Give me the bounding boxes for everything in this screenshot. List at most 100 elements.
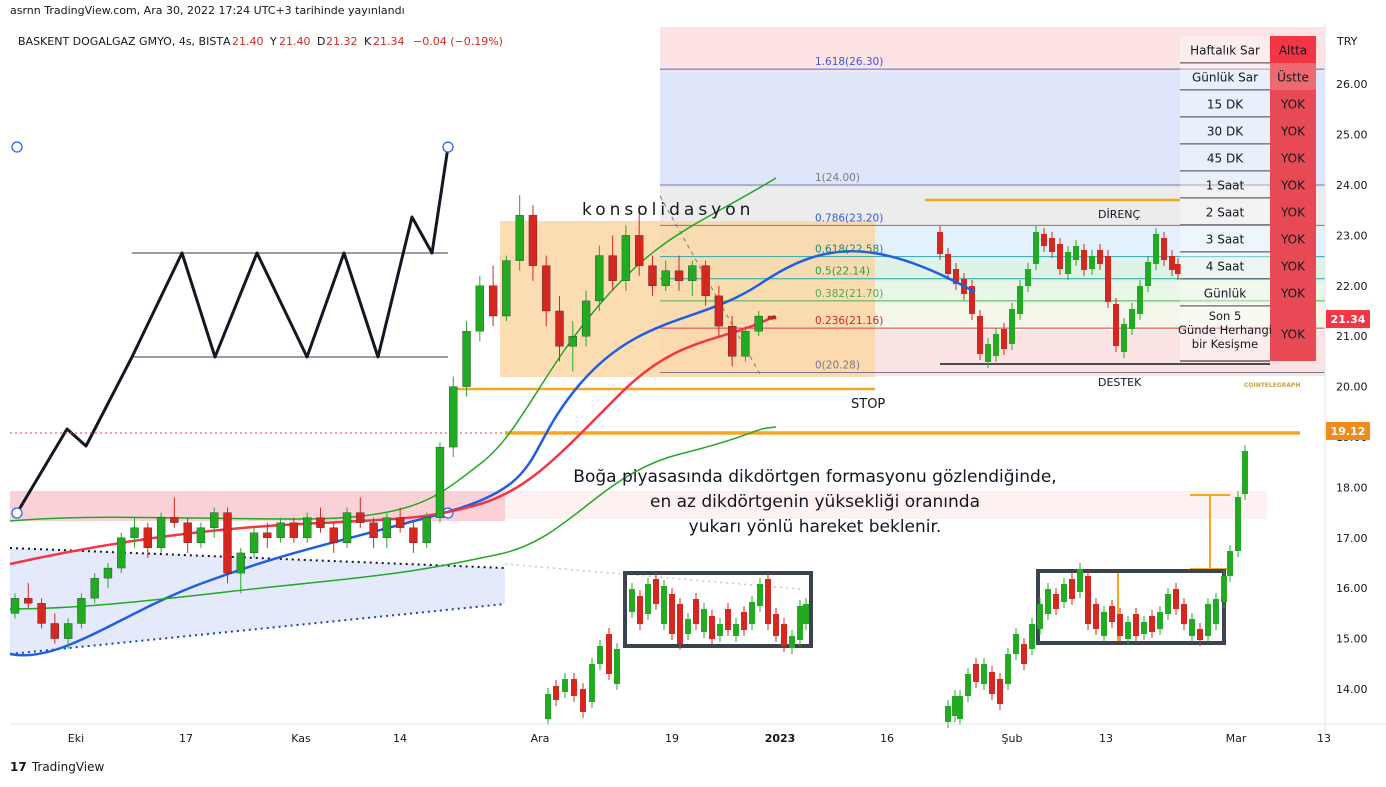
resistance-label: DİRENÇ [1098, 208, 1141, 221]
example-2-candle-10-body [1037, 604, 1043, 629]
example-1-candle-6-body [677, 604, 683, 644]
triangle-ext [504, 563, 801, 590]
table-label-cell-0 [1180, 36, 1270, 63]
range-candle-22-body [1113, 304, 1119, 346]
candle-24 [329, 527, 338, 543]
candle-40 [542, 265, 551, 312]
fib-label-0: 1.618(26.30) [815, 56, 883, 68]
candle-50 [674, 270, 684, 281]
candle-44 [595, 255, 604, 302]
candle-45 [608, 255, 617, 281]
example-2-candle-7-body [1013, 634, 1019, 654]
example-1-candle-1-body [637, 596, 643, 624]
time-tick-10: Mar [1226, 732, 1247, 745]
time-tick-2: Kas [291, 732, 311, 745]
table-value-cell-5 [1270, 171, 1316, 198]
range-candle-5-body [977, 316, 983, 354]
example-2-candle-33-body [1221, 576, 1227, 602]
range-candle-26-body [1145, 262, 1151, 286]
example-2-candle-11-body [1045, 589, 1051, 614]
example-1-candle-4-body [661, 586, 667, 624]
table-label-cell-2 [1180, 90, 1270, 117]
range-candle-16-body [1065, 252, 1071, 274]
candle-23 [316, 517, 325, 528]
price-tick-1: 15.00 [1336, 633, 1368, 646]
range-candle-1-body [945, 254, 951, 274]
table-value-8: YOK [1280, 260, 1306, 274]
time-tick-3: 14 [393, 732, 407, 745]
table-label-7: 3 Saat [1206, 233, 1245, 247]
table-label-cell-5 [1180, 171, 1270, 198]
candle-47 [635, 235, 644, 266]
price-tick-2: 16.00 [1336, 582, 1368, 595]
table-value-cell-1 [1270, 63, 1316, 90]
table-label-10-line-1: Günde Herhangi [1178, 323, 1272, 337]
example-1-candle-16-body [757, 584, 763, 606]
time-axis[interactable]: Eki 17 Kas 14 Ara 19 2023 16 Şub 13 Mar 13 [10, 723, 1386, 745]
example-2-candle-23-body [1141, 622, 1147, 634]
price-tick-10: 24.00 [1336, 179, 1368, 192]
example-1-candle-22-body [803, 604, 809, 624]
example-1-candle-10-body [709, 616, 715, 639]
time-tick-8: Şub [1002, 732, 1023, 745]
table-value-cell-6 [1270, 198, 1316, 225]
candle-35 [475, 285, 484, 332]
example-1-candle-11-body [717, 624, 723, 636]
fib-label-2: 0.786(23.20) [815, 212, 883, 224]
example-2-candle-2-body [973, 664, 979, 682]
price-chart[interactable]: 1.618(26.30) 1(24.00) 0.786(23.20) 0.618(22… [0, 24, 1386, 758]
range-candle-27-body [1153, 234, 1159, 264]
range-candle-17-body [1073, 246, 1079, 260]
range-candle-7-body [993, 334, 999, 356]
table-label-cell-8 [1180, 252, 1270, 279]
range-candle-28-body [1161, 238, 1167, 260]
time-tick-9: 13 [1099, 732, 1113, 745]
table-value-cell-3 [1270, 117, 1316, 144]
example-1-lead-2-body [562, 679, 568, 692]
candle-56 [754, 315, 763, 332]
example-2-candle-13-body [1061, 584, 1067, 602]
candle-57 [767, 315, 777, 320]
triangle-upper [9, 547, 506, 569]
example-1-candle-13-body [733, 624, 739, 636]
candle-53 [714, 295, 724, 327]
example-2-candle-32-body [1213, 599, 1219, 624]
candle-32 [435, 446, 445, 518]
candle-25 [342, 512, 352, 543]
example-1-candle-0-body [629, 589, 635, 612]
candle-54 [728, 325, 737, 357]
table-label-10-line-2: bir Kesişme [1192, 337, 1258, 351]
line-price-label: 19.12 [1331, 425, 1366, 438]
table-value-cell-0 [1270, 36, 1316, 63]
table-value-cell-2 [1270, 90, 1316, 117]
candle-33 [449, 386, 458, 448]
stop-label: STOP [851, 397, 885, 412]
table-label-5: 1 Saat [1206, 179, 1245, 193]
example-1-candle-19-body [781, 624, 787, 646]
table-label-cell-10 [1180, 306, 1270, 361]
example-2-candle-31-body [1205, 604, 1211, 636]
table-value-cell-7 [1270, 225, 1316, 252]
triangle-lower [9, 603, 506, 655]
example-2-candle-1-body [965, 674, 971, 696]
ohlc-value-3: 21.34 [373, 35, 405, 48]
example-2-candle-6-body [1005, 654, 1011, 684]
example-1-candle-20-body [789, 636, 795, 648]
pink-band-ext [505, 491, 1267, 519]
candle-41 [555, 310, 564, 347]
example-2-candle-3-body [981, 664, 987, 684]
range-candle-23-body [1121, 324, 1127, 352]
example-2-lead-0-body [945, 706, 951, 722]
price-axis[interactable]: TRY14.0015.0016.0017.0018.0019.0020.0021… [1324, 24, 1370, 734]
candle-9 [130, 527, 139, 538]
table-label-cell-9 [1180, 279, 1270, 306]
table-value-3: YOK [1280, 125, 1306, 139]
candle-51 [688, 265, 697, 281]
example-rect-1 [623, 571, 813, 648]
table-label-cell-6 [1180, 198, 1270, 225]
candle-42 [568, 336, 577, 347]
example-1-candle-3-body [653, 579, 659, 604]
fib-levels: 1.618(26.30) 1(24.00) 0.786(23.20) 0.618(22… [815, 56, 883, 371]
example-2-candle-30-body [1197, 629, 1203, 640]
fib-label-6: 0.236(21.16) [815, 315, 883, 327]
